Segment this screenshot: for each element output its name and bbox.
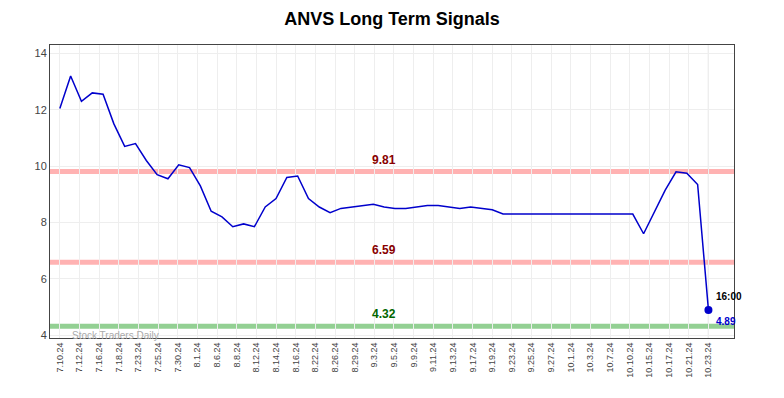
svg-text:8.12.24: 8.12.24 bbox=[251, 343, 261, 373]
svg-text:12: 12 bbox=[35, 104, 47, 116]
svg-text:7.16.24: 7.16.24 bbox=[94, 343, 104, 373]
svg-text:7.30.24: 7.30.24 bbox=[173, 343, 183, 373]
svg-text:7.23.24: 7.23.24 bbox=[133, 343, 143, 373]
svg-text:9.19.24: 9.19.24 bbox=[487, 343, 497, 373]
svg-text:9.27.24: 9.27.24 bbox=[546, 343, 556, 373]
svg-text:16:00: 16:00 bbox=[716, 291, 742, 302]
svg-text:8.26.24: 8.26.24 bbox=[330, 343, 340, 373]
svg-text:9.25.24: 9.25.24 bbox=[526, 343, 536, 373]
svg-text:8.14.24: 8.14.24 bbox=[271, 343, 281, 373]
svg-text:9.13.24: 9.13.24 bbox=[448, 343, 458, 373]
svg-text:9.81: 9.81 bbox=[372, 153, 396, 167]
svg-text:10.17.24: 10.17.24 bbox=[664, 343, 674, 378]
svg-text:8.8.24: 8.8.24 bbox=[232, 343, 242, 368]
svg-text:8.6.24: 8.6.24 bbox=[212, 343, 222, 368]
svg-text:8.16.24: 8.16.24 bbox=[291, 343, 301, 373]
svg-text:10.23.24: 10.23.24 bbox=[703, 343, 713, 378]
svg-text:10: 10 bbox=[35, 160, 47, 172]
svg-text:9.11.24: 9.11.24 bbox=[428, 343, 438, 372]
svg-text:9.17.24: 9.17.24 bbox=[468, 343, 478, 373]
svg-text:7.12.24: 7.12.24 bbox=[74, 343, 84, 373]
svg-text:Stock Traders Daily: Stock Traders Daily bbox=[72, 330, 159, 341]
svg-text:9.9.24: 9.9.24 bbox=[409, 343, 419, 368]
svg-text:8.29.24: 8.29.24 bbox=[350, 343, 360, 373]
svg-text:4: 4 bbox=[41, 329, 47, 341]
svg-text:7.18.24: 7.18.24 bbox=[114, 343, 124, 373]
svg-text:7.10.24: 7.10.24 bbox=[55, 343, 65, 373]
svg-text:7.25.24: 7.25.24 bbox=[153, 343, 163, 373]
svg-text:10.15.24: 10.15.24 bbox=[644, 343, 654, 378]
svg-text:10.1.24: 10.1.24 bbox=[566, 343, 576, 373]
svg-text:10.10.24: 10.10.24 bbox=[625, 343, 635, 378]
svg-text:ANVS Long Term Signals: ANVS Long Term Signals bbox=[284, 9, 500, 29]
svg-text:9.23.24: 9.23.24 bbox=[507, 343, 517, 373]
svg-text:9.5.24: 9.5.24 bbox=[389, 343, 399, 368]
svg-text:10.21.24: 10.21.24 bbox=[684, 343, 694, 378]
svg-text:6: 6 bbox=[41, 273, 47, 285]
svg-text:9.3.24: 9.3.24 bbox=[369, 343, 379, 368]
svg-text:10.7.24: 10.7.24 bbox=[605, 343, 615, 373]
svg-text:8.1.24: 8.1.24 bbox=[192, 343, 202, 368]
svg-text:4.32: 4.32 bbox=[372, 307, 396, 321]
svg-text:6.59: 6.59 bbox=[372, 243, 396, 257]
svg-text:8.22.24: 8.22.24 bbox=[310, 343, 320, 373]
svg-text:8: 8 bbox=[41, 216, 47, 228]
svg-text:14: 14 bbox=[35, 47, 47, 59]
svg-text:10.3.24: 10.3.24 bbox=[585, 343, 595, 373]
svg-text:4.89: 4.89 bbox=[716, 316, 736, 327]
